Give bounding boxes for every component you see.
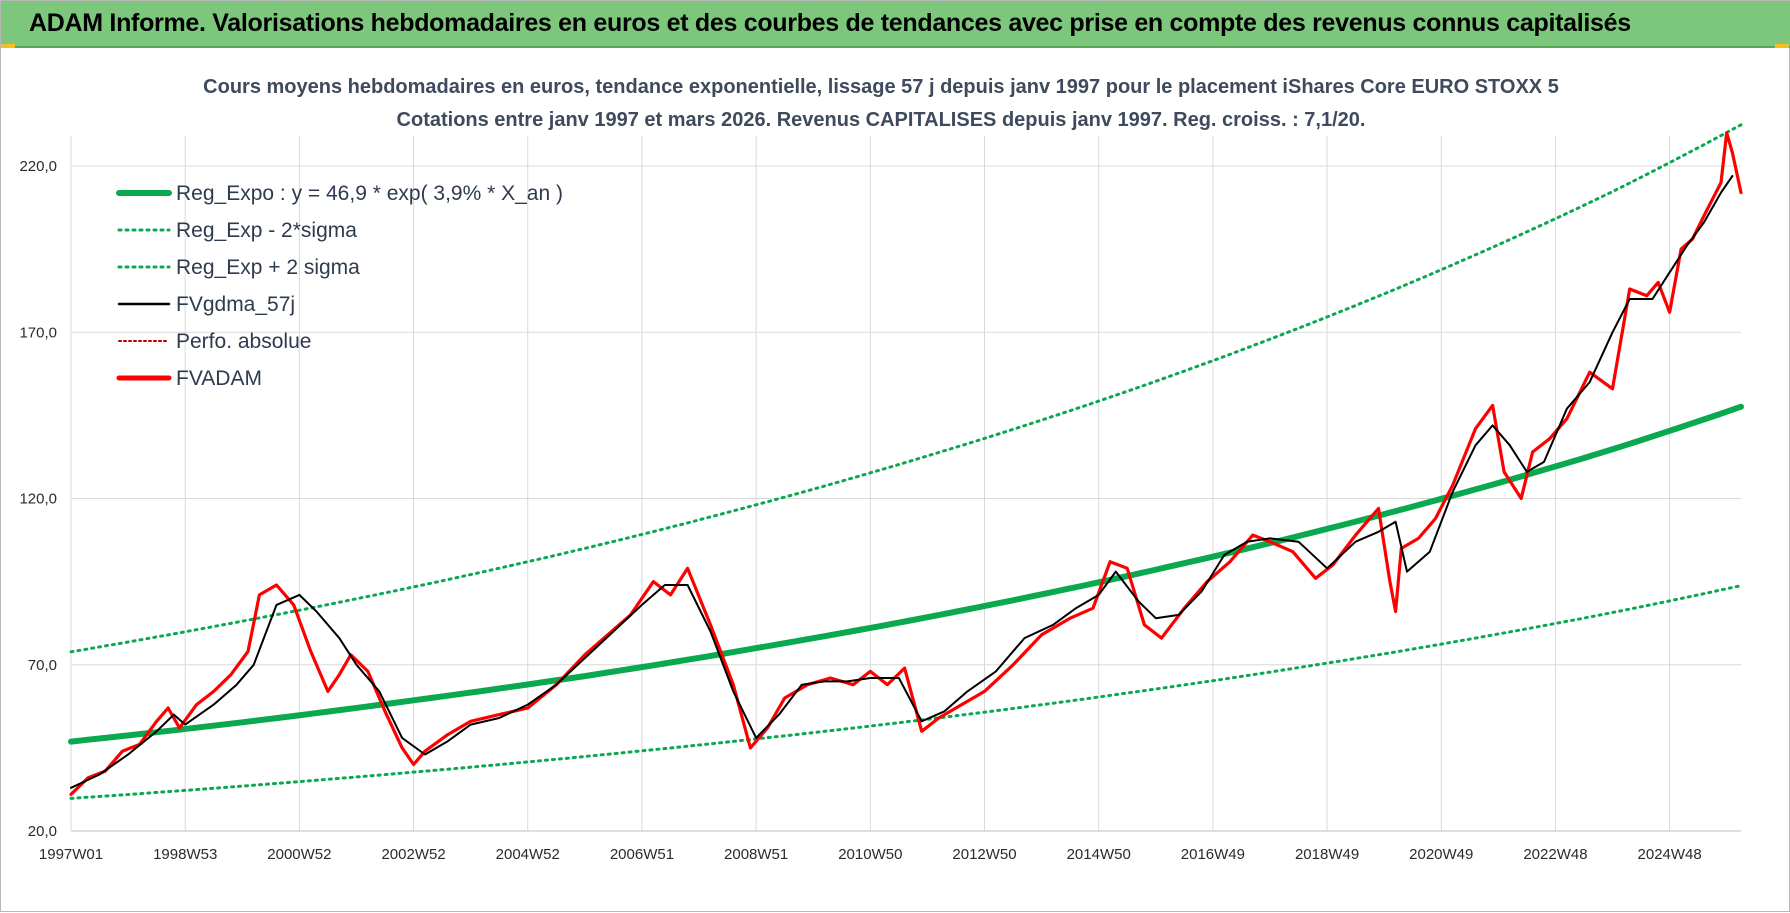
y-tick-label: 70,0: [28, 657, 57, 674]
series-line-2: [69, 123, 1743, 654]
series-line-0: [68, 403, 1744, 745]
x-tick-label: 1998W53: [153, 846, 217, 863]
banner-title: ADAM Informe. Valorisations hebdomadaire…: [29, 9, 1631, 37]
x-tick-label: 2006W51: [610, 846, 674, 863]
x-tick-label: 2018W49: [1295, 846, 1359, 863]
x-tick-label: 2020W49: [1409, 846, 1473, 863]
y-tick-label: 20,0: [28, 823, 57, 840]
series-line-4: [69, 131, 1743, 796]
x-tick-label: 2008W51: [724, 846, 788, 863]
y-tick-label: 170,0: [19, 324, 57, 341]
x-tick-label: 2024W48: [1638, 846, 1702, 863]
legend-label: FVADAM: [176, 367, 262, 390]
x-tick-label: 1997W01: [39, 846, 103, 863]
series-lines: [68, 123, 1744, 800]
corner-marker: [1775, 44, 1789, 48]
series-line-3: [70, 175, 1734, 789]
legend-label: Reg_Expo : y = 46,9 * exp( 3,9% * X_an ): [176, 182, 563, 205]
y-tick-label: 120,0: [19, 491, 57, 508]
grid: [70, 136, 1741, 832]
x-tick-label: 2002W52: [381, 846, 445, 863]
x-tick-label: 2012W50: [952, 846, 1016, 863]
y-tick-label: 220,0: [19, 158, 57, 175]
chart-subtitle: Cotations entre janv 1997 et mars 2026. …: [397, 109, 1366, 131]
x-tick-label: 2000W52: [267, 846, 331, 863]
legend-label: Reg_Exp + 2 sigma: [176, 256, 360, 279]
x-tick-label: 2010W50: [838, 846, 902, 863]
axes: 20,0 70,0 120,0 170,0 220,0 1997W01 1998W53 200…: [19, 158, 1741, 863]
x-tick-label: 2022W48: [1523, 846, 1587, 863]
x-tick-label: 2016W49: [1181, 846, 1245, 863]
legend: Reg_Expo : y = 46,9 * exp( 3,9% * X_an )…: [116, 182, 563, 390]
legend-label: FVgdma_57j: [176, 293, 295, 316]
corner-marker: [1, 44, 15, 48]
legend-label: Reg_Exp - 2*sigma: [176, 219, 357, 242]
header-banner: ADAM Informe. Valorisations hebdomadaire…: [1, 1, 1790, 48]
x-tick-label: 2004W52: [496, 846, 560, 863]
chart-title: Cours moyens hebdomadaires en euros, ten…: [203, 76, 1559, 98]
legend-label: Perfo. absolue: [176, 330, 311, 353]
x-tick-label: 2014W50: [1067, 846, 1131, 863]
